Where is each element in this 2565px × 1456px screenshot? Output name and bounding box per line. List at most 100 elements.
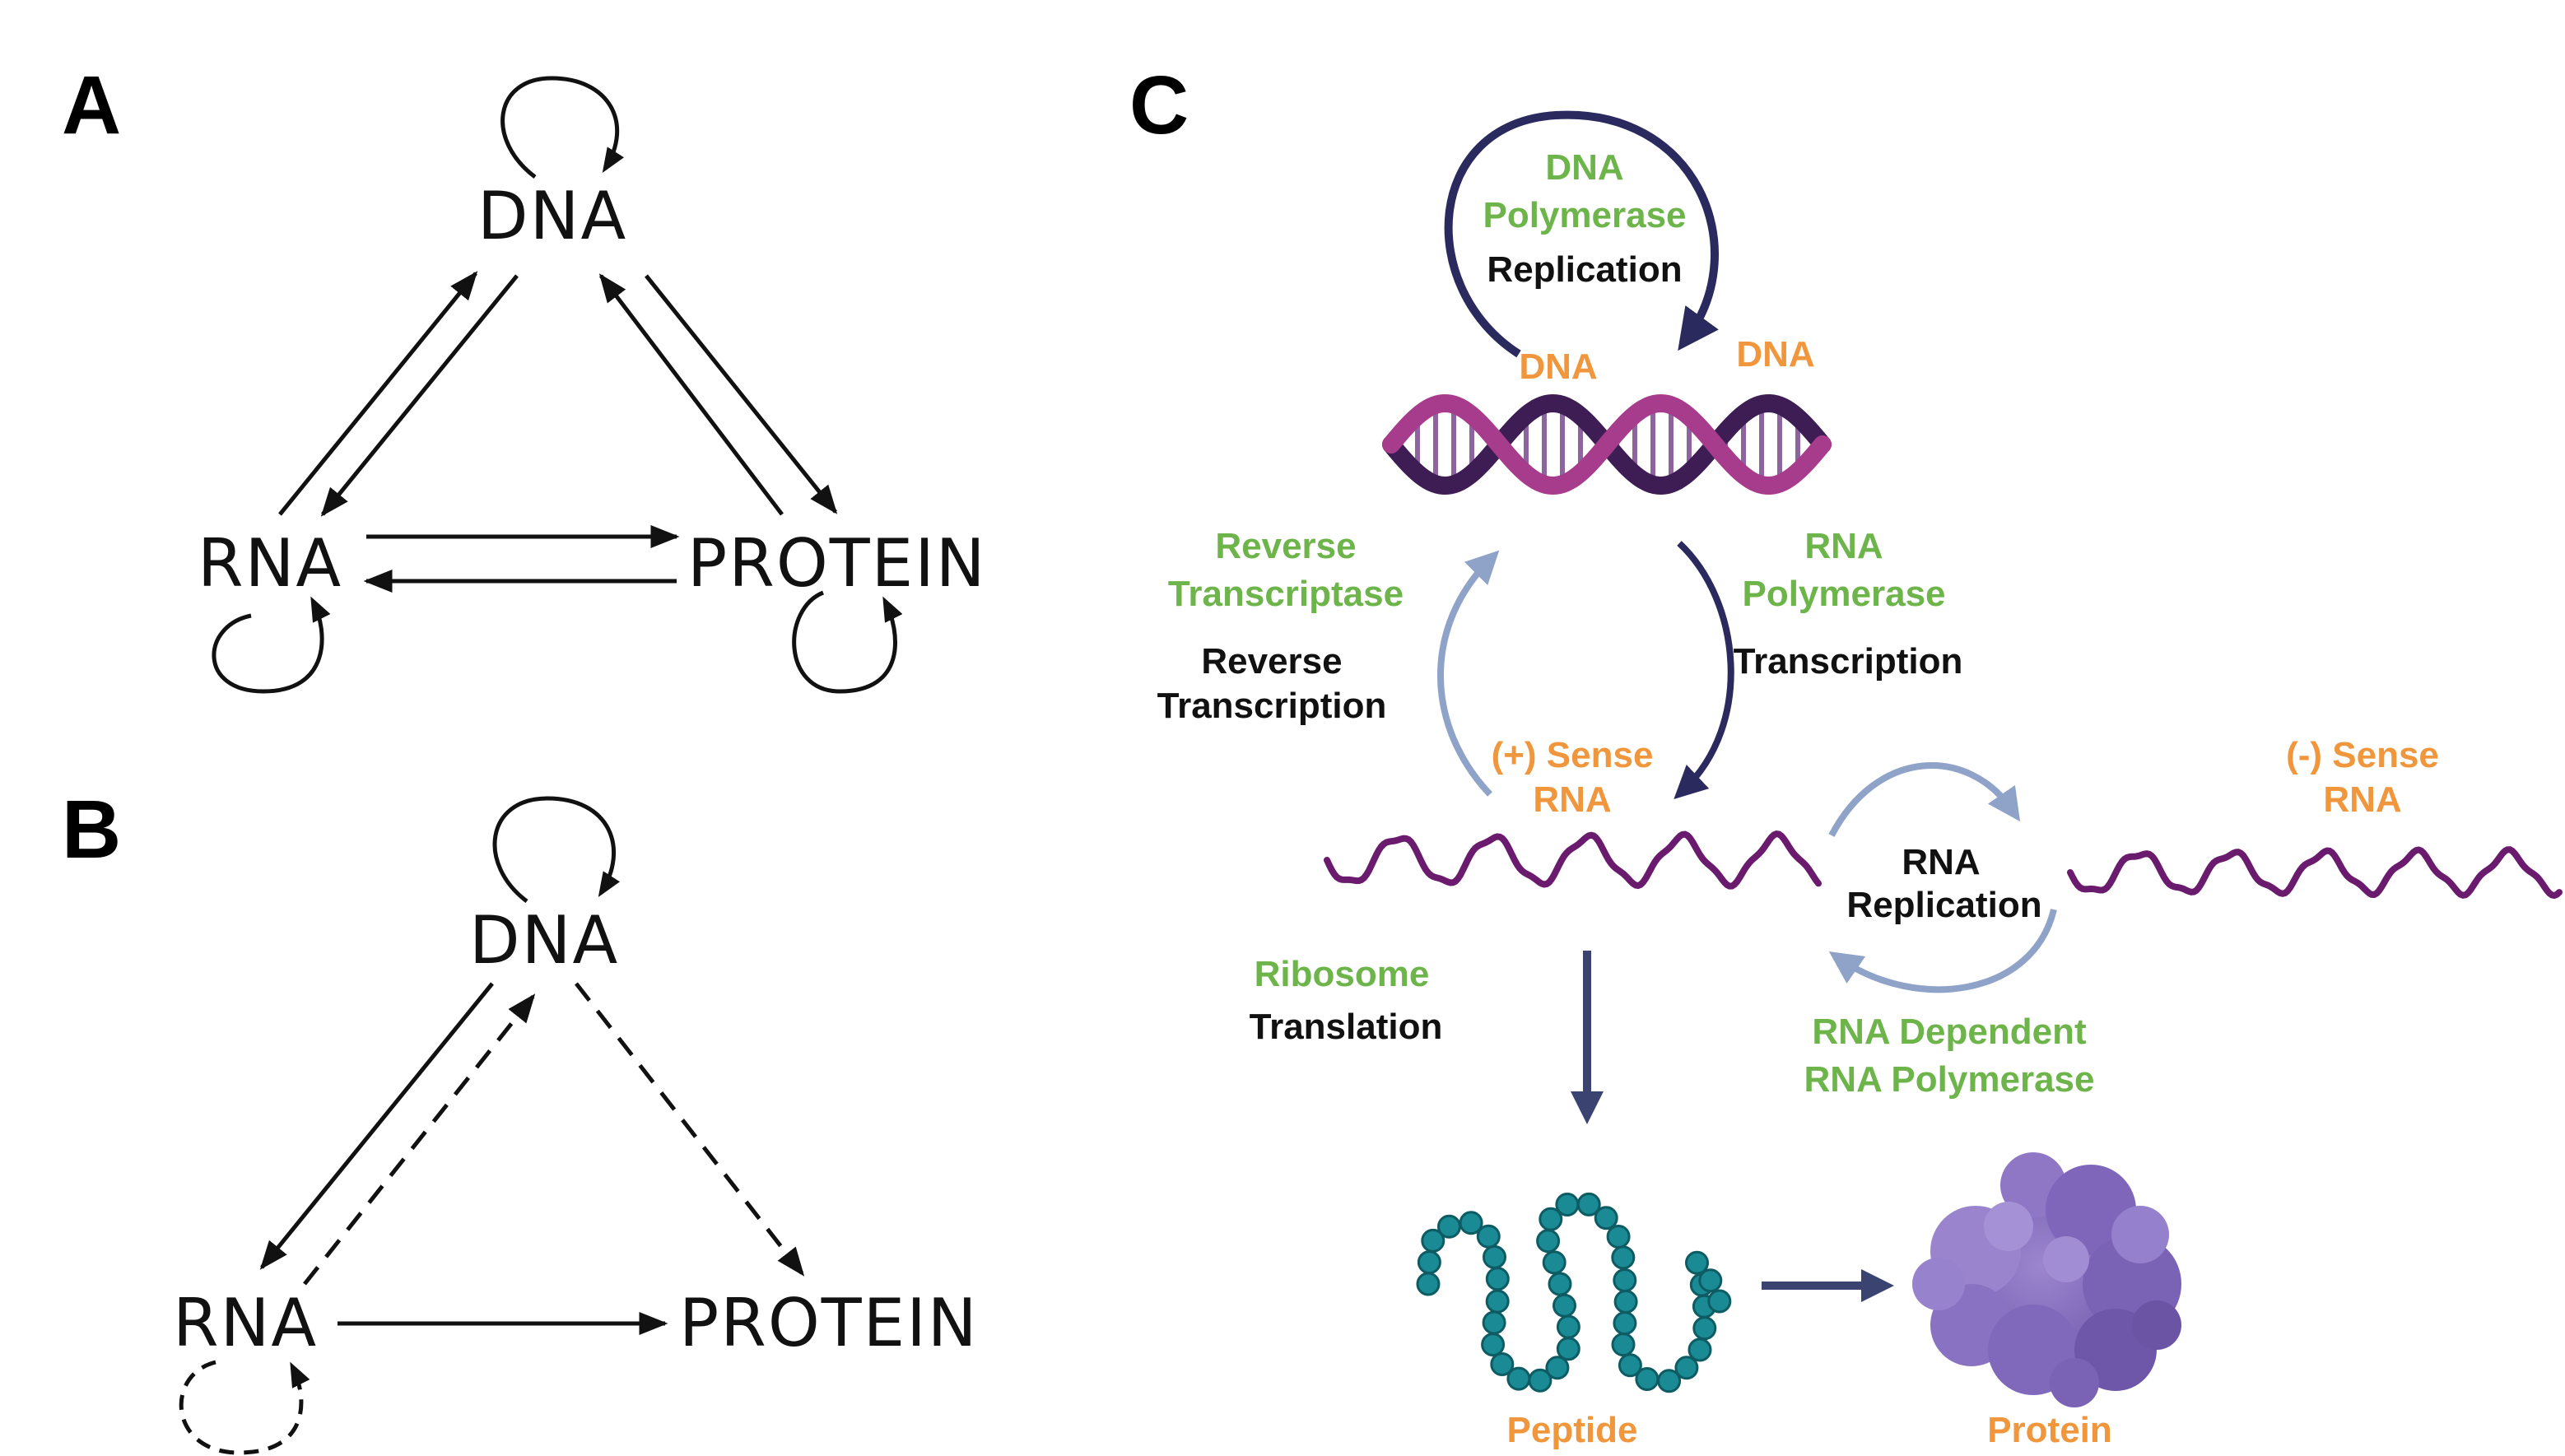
dna-right-label: DNA (1736, 334, 1814, 374)
panel-b-dna-to-protein-arrow (575, 982, 805, 1277)
peptide-bead (1556, 1314, 1580, 1339)
peptide-bead (1685, 1250, 1709, 1275)
peptide-bead (1482, 1310, 1506, 1335)
peptide-bead (1635, 1367, 1660, 1391)
transcription-arrow (1674, 541, 1734, 799)
reverse-transcription-label-line1: Reverse (1201, 641, 1342, 681)
peptide-bead (1611, 1245, 1636, 1270)
panel-a-dna-node: DNA (477, 178, 627, 254)
peptide-bead (1576, 1192, 1601, 1216)
peptide-bead (1416, 1272, 1441, 1296)
dna-left-label: DNA (1519, 347, 1597, 387)
panel-c: C DNA Polymerase Replication DNA DNA Rev… (1129, 59, 2563, 1450)
peptide-bead (1707, 1289, 1732, 1314)
peptide-bead (1476, 1224, 1501, 1249)
peptide-bead (1613, 1290, 1638, 1314)
peptide-bead (1594, 1206, 1618, 1230)
plus-sense-rna-strand (1324, 830, 1822, 890)
peptide-bead (1528, 1368, 1552, 1393)
peptide-bead (1657, 1369, 1682, 1393)
panel-b-rna-to-dna-arrow (303, 993, 536, 1286)
rna-replication-label-line2: Replication (1846, 885, 2041, 925)
peptide-bead (1611, 1333, 1636, 1357)
peptide-bead (1485, 1289, 1510, 1314)
peptide-bead (1688, 1337, 1712, 1362)
dna-strand-magenta (1382, 393, 1832, 495)
peptide-bead (1483, 1244, 1506, 1269)
peptide-bead (1674, 1356, 1699, 1380)
translation-label: Translation (1250, 1007, 1443, 1047)
replication-arrow (1444, 110, 1719, 358)
panel-a-protein-to-dna-arrow (598, 273, 784, 516)
rna-replication-label-line1: RNA (1902, 842, 1980, 882)
dna-polymerase-label-line2: Polymerase (1483, 195, 1686, 235)
panel-a-dna-to-rna-arrow (320, 274, 519, 517)
rna-polymerase-label-line2: Polymerase (1742, 574, 1945, 614)
peptide-bead (1556, 1337, 1580, 1361)
peptide-bead (1545, 1356, 1570, 1380)
peptide-bead (1618, 1353, 1642, 1378)
panel-a-protein-node: PROTEIN (687, 525, 987, 602)
transcription-label: Transcription (1734, 641, 1963, 681)
peptide-bead (1539, 1207, 1563, 1231)
peptide-bead (1555, 1193, 1580, 1216)
rna-polymerase-label-line1: RNA (1804, 526, 1883, 566)
ribosome-label: Ribosome (1255, 954, 1430, 994)
panel-a-rna-to-dna-arrow (278, 271, 478, 516)
panel-b-rna-self-loop-arrow (179, 1360, 310, 1455)
peptide-label: Peptide (1507, 1410, 1638, 1450)
panel-a-rna-node: RNA (198, 525, 342, 602)
peptide-bead (1490, 1352, 1515, 1376)
peptide-bead (1552, 1293, 1576, 1318)
reverse-transcriptase-label-line2: Transcriptase (1168, 574, 1404, 614)
rna-replication-reverse-arrow (1828, 909, 2057, 993)
dna-polymerase-label-line1: DNA (1545, 147, 1623, 188)
peptide-chain (1416, 1192, 1732, 1393)
reverse-transcription-arrow (1437, 550, 1500, 797)
peptide-bead (1613, 1268, 1637, 1292)
panel-b: B DNA RNA PROTEIN (62, 784, 979, 1455)
minus-sense-rna-label-line2: RNA (2323, 779, 2401, 820)
panel-a-letter: A (62, 59, 121, 151)
peptide-bead (1692, 1316, 1717, 1341)
panel-a-dna-self-loop-arrow (500, 76, 624, 179)
peptide-bead (1437, 1214, 1461, 1239)
folded-protein (1912, 1152, 2181, 1407)
peptide-bead (1506, 1366, 1531, 1391)
peptide-bead (1613, 1311, 1637, 1336)
peptide-bead (1698, 1268, 1723, 1293)
reverse-transcriptase-label-line1: Reverse (1215, 526, 1356, 566)
minus-sense-rna-strand (2067, 846, 2563, 900)
plus-sense-rna-label-line1: (+) Sense (1492, 735, 1654, 775)
reverse-transcription-label-line2: Transcription (1157, 686, 1387, 726)
panel-b-dna-self-loop-arrow (492, 796, 620, 903)
peptide-bead (1421, 1228, 1445, 1253)
peptide-bead (1459, 1211, 1483, 1235)
panel-b-protein-node: PROTEIN (679, 1285, 979, 1361)
panel-b-dna-node: DNA (469, 902, 619, 979)
peptide-bead (1485, 1267, 1510, 1291)
peptide-bead (1481, 1333, 1506, 1357)
plus-sense-rna-label-line2: RNA (1533, 779, 1611, 820)
panel-a-dna-to-protein-arrow (645, 274, 838, 514)
rdrp-label-line1: RNA Dependent (1812, 1012, 2087, 1052)
peptide-bead (1417, 1250, 1441, 1275)
panel-b-dna-to-rna-arrow (259, 982, 494, 1270)
peptide-bead (1606, 1225, 1631, 1249)
panel-a-rna-self-loop-arrow (212, 596, 331, 694)
protein-label: Protein (1987, 1410, 2112, 1450)
panel-a-protein-self-loop-arrow (792, 590, 903, 694)
dna-double-helix (1382, 393, 1832, 495)
peptide-bead (1542, 1250, 1566, 1275)
peptide-bead (1548, 1272, 1572, 1296)
panel-a: A DNA RNA PROTEIN (62, 59, 987, 694)
rdrp-label-line2: RNA Polymerase (1804, 1059, 2095, 1100)
panel-b-rna-node: RNA (173, 1285, 318, 1361)
replication-label: Replication (1487, 249, 1682, 290)
peptide-bead (1536, 1229, 1561, 1254)
panel-b-letter: B (62, 784, 121, 876)
minus-sense-rna-label-line1: (-) Sense (2286, 735, 2439, 775)
rna-replication-forward-arrow (1828, 762, 2021, 837)
panel-c-letter: C (1129, 59, 1189, 151)
